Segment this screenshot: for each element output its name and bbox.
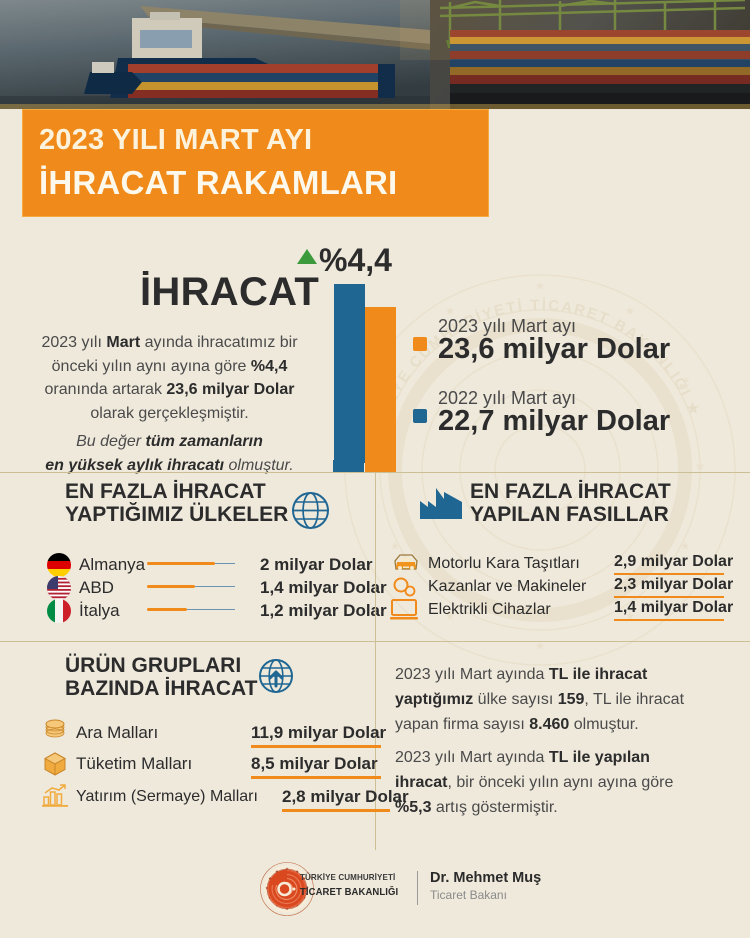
svg-text:★: ★ bbox=[535, 279, 546, 293]
svg-text:★: ★ bbox=[680, 379, 691, 393]
svg-text:★: ★ bbox=[625, 304, 636, 318]
svg-text:★: ★ bbox=[680, 539, 691, 553]
svg-text:★: ★ bbox=[695, 459, 706, 473]
